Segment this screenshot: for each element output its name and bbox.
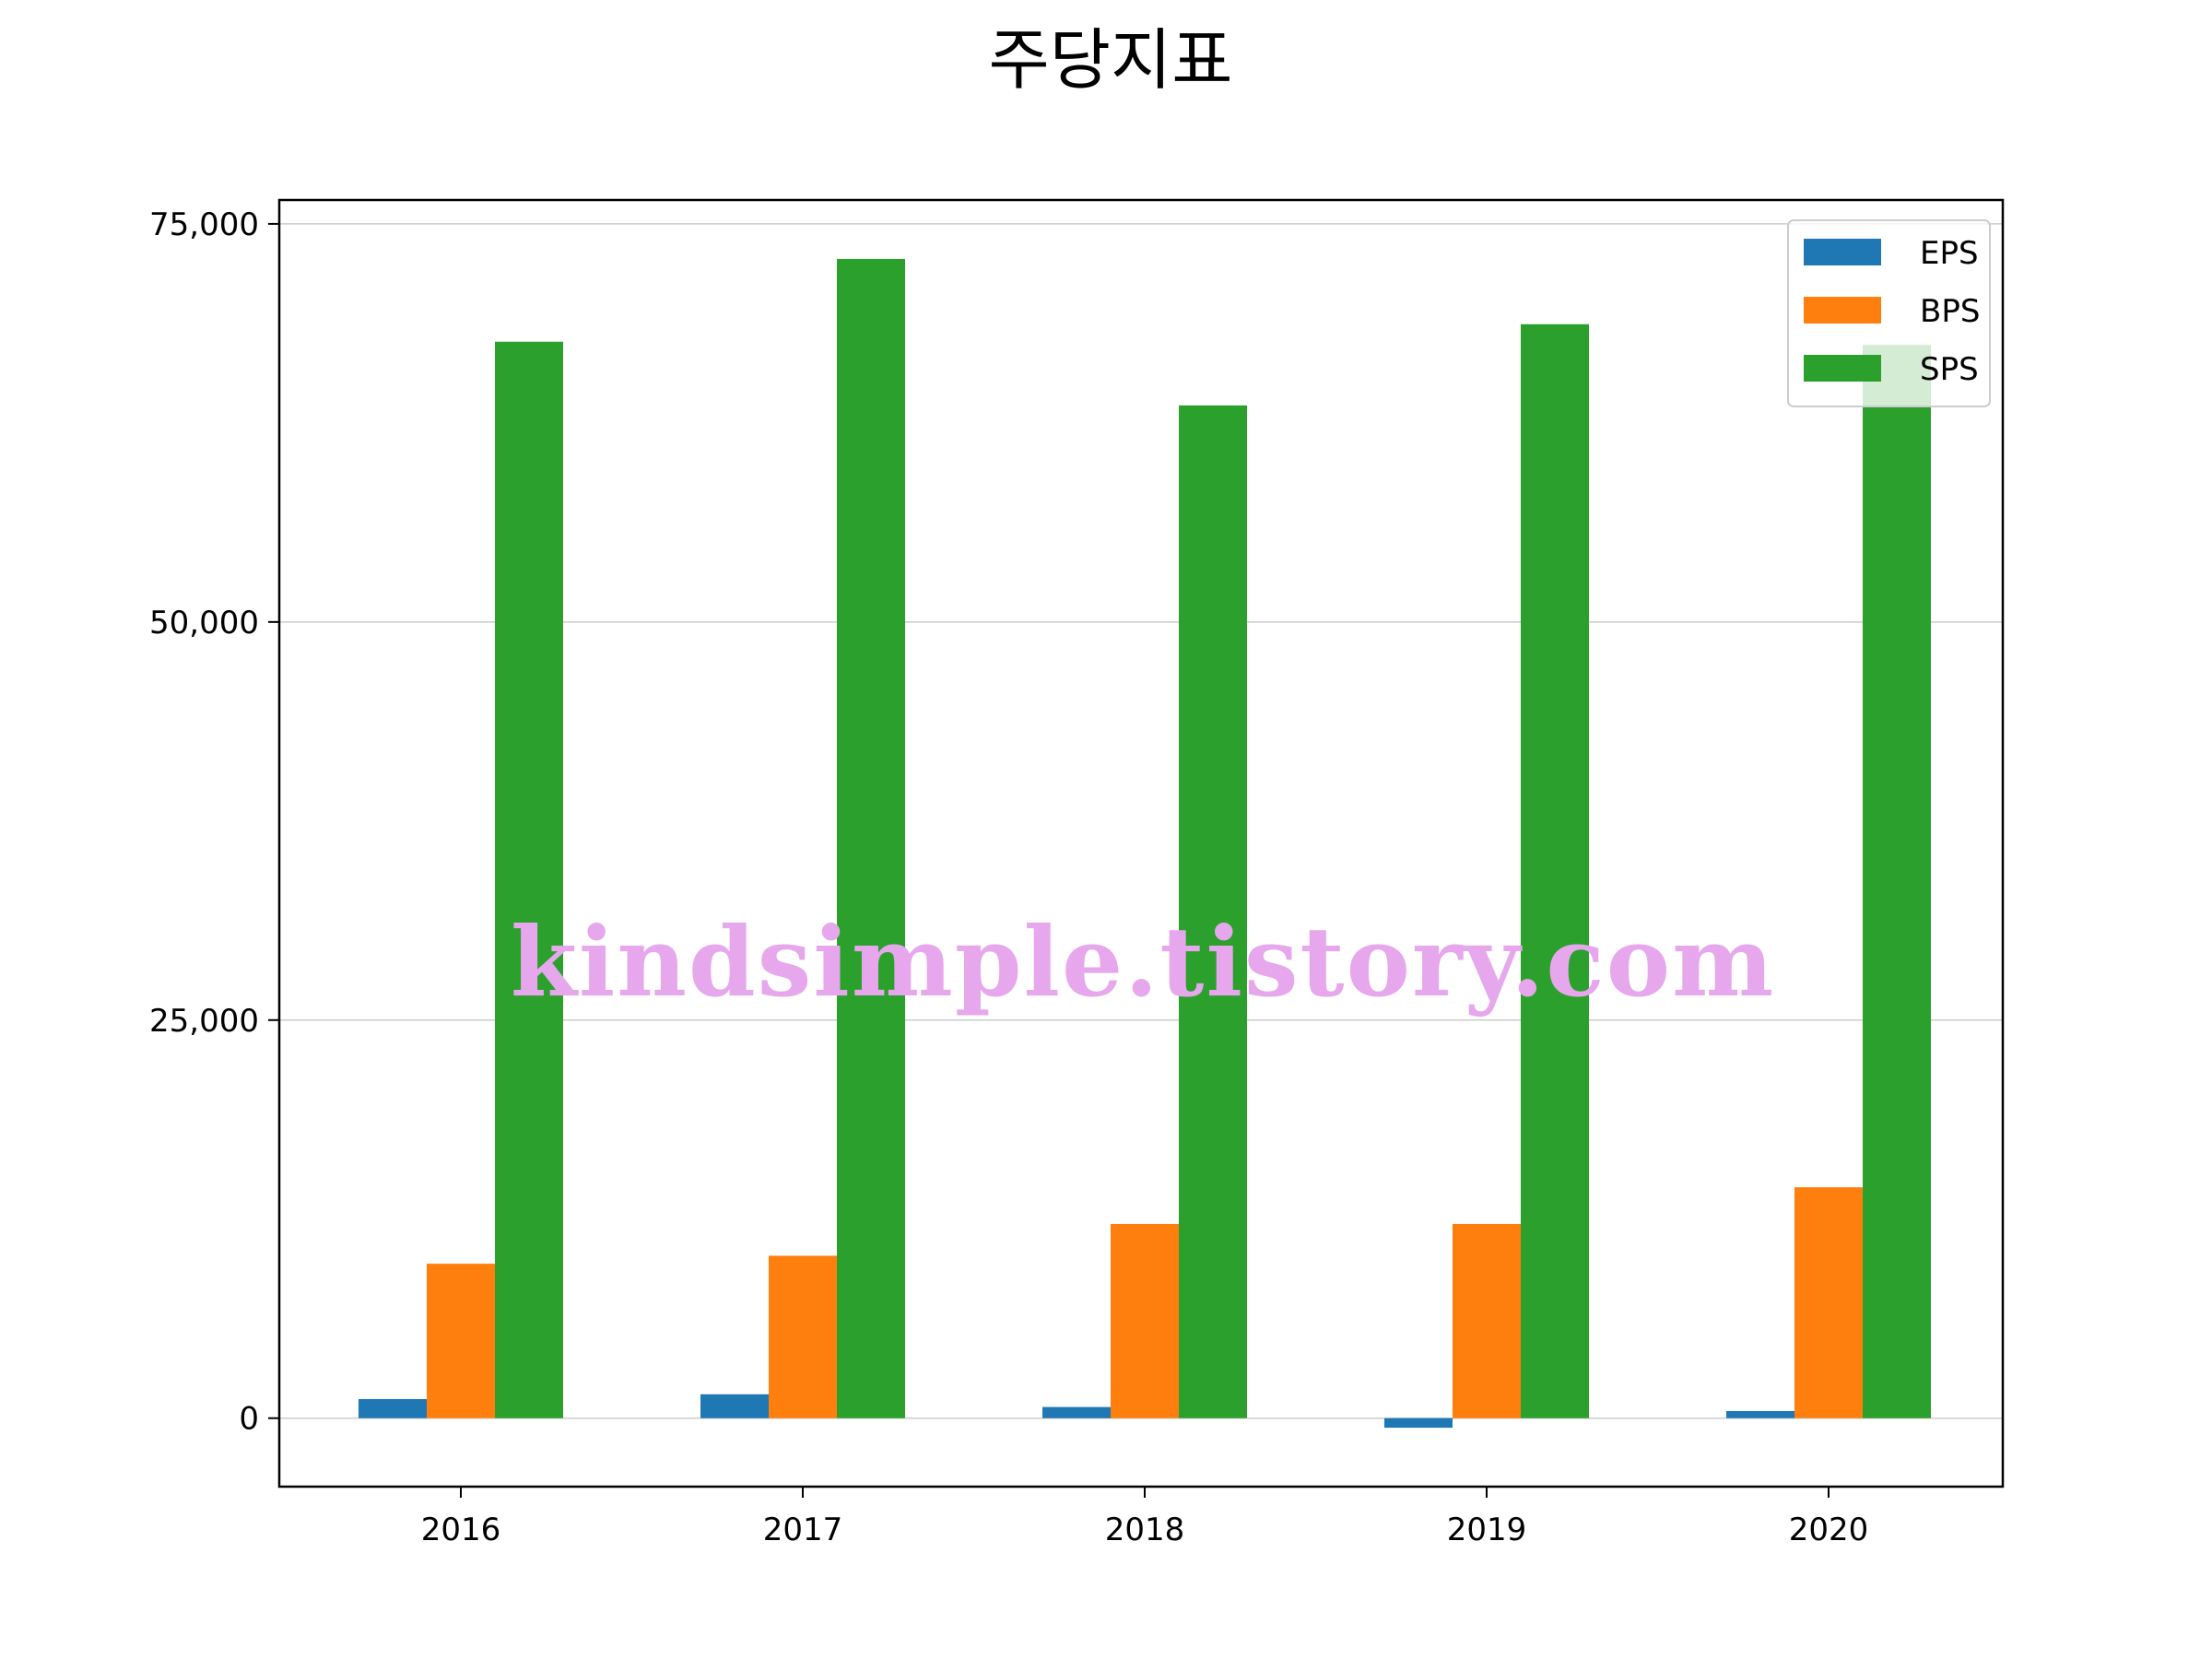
- bar-sps-2016: [495, 341, 563, 1418]
- legend-label-eps: EPS: [1920, 235, 1979, 272]
- plot-frame: [277, 198, 2005, 1488]
- bar-bps-2019: [1453, 1223, 1521, 1418]
- legend-swatch-bps: [1804, 297, 1881, 324]
- y-tick-label: 75,000: [149, 206, 259, 243]
- bar-eps-2016: [359, 1398, 427, 1418]
- x-tick-label: 2019: [1447, 1512, 1527, 1548]
- bar-sps-2018: [1179, 405, 1247, 1418]
- legend: EPS BPS SPS: [1787, 219, 1991, 407]
- bar-eps-2019: [1384, 1418, 1453, 1429]
- y-tick-label: 50,000: [149, 605, 259, 641]
- bar-bps-2018: [1111, 1223, 1179, 1418]
- bar-bps-2016: [427, 1264, 495, 1418]
- x-tick-label: 2016: [421, 1512, 501, 1548]
- y-axis: 0 25,000 50,000 75,000: [149, 206, 279, 1438]
- bar-sps-2019: [1521, 324, 1589, 1418]
- legend-swatch-eps: [1804, 239, 1881, 265]
- bar-eps-2020: [1726, 1410, 1794, 1418]
- chart-title: 주당지표: [989, 21, 1233, 99]
- watermark-text: kindsimple.tistory.com: [511, 905, 1775, 1018]
- x-tick-label: 2020: [1789, 1512, 1869, 1548]
- x-tick-label: 2017: [763, 1512, 843, 1548]
- bar-sps-2017: [837, 258, 905, 1418]
- bar-eps-2017: [700, 1394, 769, 1418]
- x-axis: 2016 2017 2018 2019 2020: [421, 1487, 1869, 1548]
- bar-bps-2020: [1794, 1187, 1863, 1418]
- bar-eps-2018: [1042, 1406, 1111, 1418]
- bars-group: [359, 258, 1931, 1429]
- y-tick-label: 25,000: [149, 1003, 259, 1040]
- x-tick-label: 2018: [1105, 1512, 1185, 1548]
- legend-label-bps: BPS: [1920, 293, 1980, 330]
- y-tick-label: 0: [239, 1401, 259, 1438]
- bar-bps-2017: [769, 1255, 837, 1418]
- bar-sps-2020: [1863, 345, 1931, 1418]
- legend-label-sps: SPS: [1920, 351, 1979, 388]
- legend-swatch-sps: [1804, 355, 1881, 382]
